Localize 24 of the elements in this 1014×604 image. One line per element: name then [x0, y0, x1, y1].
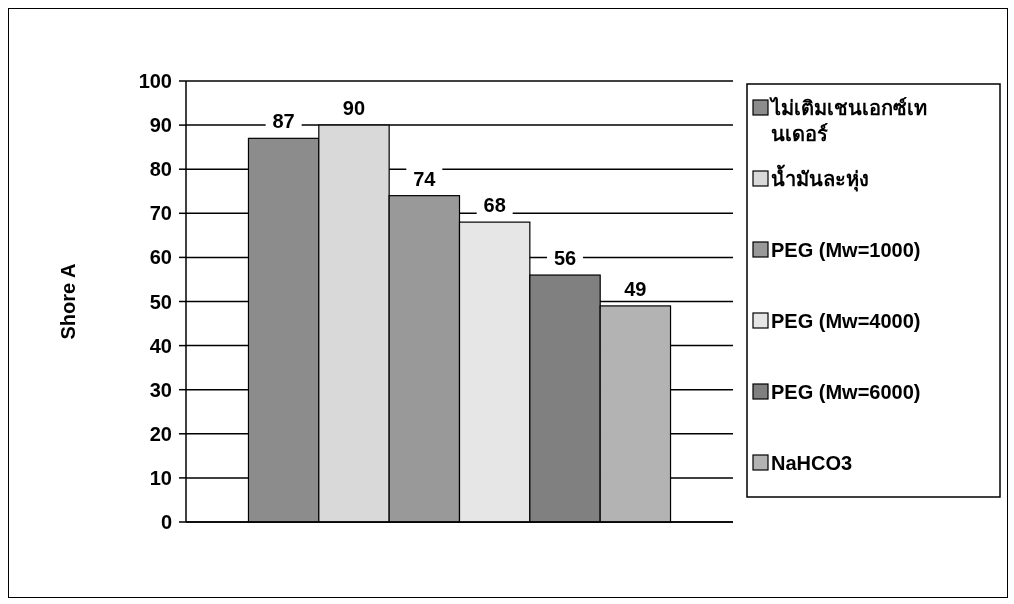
y-tick-label: 50 — [149, 290, 172, 313]
legend-label: NaHCO3 — [771, 452, 853, 474]
y-tick-label: 100 — [138, 70, 172, 92]
y-tick-label: 10 — [149, 466, 172, 489]
y-tick-label: 0 — [160, 511, 172, 533]
y-tick-label: 70 — [149, 202, 172, 225]
data-label: 49 — [624, 277, 647, 300]
y-tick-label: 60 — [149, 246, 172, 269]
y-tick-label: 80 — [149, 158, 172, 181]
legend-label: ไม่เติมเชนเอกซ์เทนเดอร์ — [769, 96, 927, 145]
data-label: 74 — [413, 167, 437, 190]
y-tick-label: 20 — [149, 422, 172, 445]
y-axis-title: Shore A — [57, 263, 79, 340]
y-tick-label: 30 — [149, 378, 172, 401]
legend-label: PEG (Mw=6000) — [771, 381, 921, 403]
y-tick-label: 40 — [149, 334, 172, 357]
data-label: 56 — [553, 247, 577, 270]
y-tick-label: 90 — [149, 114, 172, 137]
data-label: 90 — [342, 97, 366, 120]
data-label: 87 — [272, 110, 295, 133]
legend-label: PEG (Mw=1000) — [771, 239, 921, 261]
data-label: 68 — [483, 194, 506, 217]
legend-label: PEG (Mw=4000) — [771, 310, 921, 332]
legend-label: น้ำมันละหุ่ง — [771, 164, 869, 192]
